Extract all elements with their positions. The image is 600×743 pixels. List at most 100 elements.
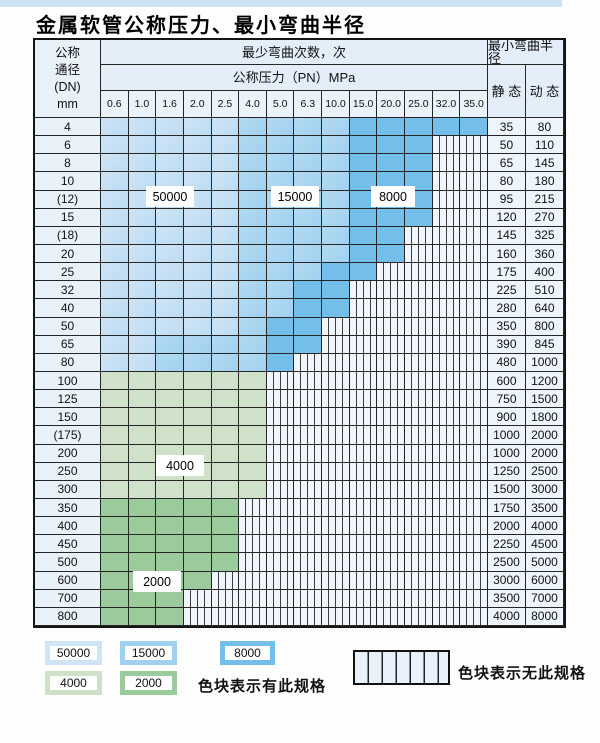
spec-cell [101, 408, 129, 427]
spec-cell [183, 498, 212, 518]
no-spec-cell [266, 371, 295, 391]
no-spec-cell [460, 281, 488, 300]
no-spec-cell [294, 426, 323, 445]
dynamic-radius-value: 4000 [525, 517, 564, 536]
dynamic-radius-value: 640 [525, 299, 564, 318]
spec-cell [405, 208, 433, 227]
dn-row-label: 25 [35, 263, 101, 282]
spec-cell [128, 263, 157, 282]
spec-cell [266, 226, 295, 245]
no-spec-cell [349, 281, 378, 300]
spec-cell [266, 136, 295, 155]
spec-cell [266, 317, 295, 336]
spec-cell [211, 244, 240, 264]
dynamic-radius-value: 845 [525, 335, 564, 354]
dn-row-label: 8 [35, 154, 101, 173]
spec-cell [183, 226, 212, 245]
page-title: 金属软管公称压力、最小弯曲半径 [36, 15, 366, 37]
dn-row-label: 6 [35, 136, 101, 155]
no-spec-cell [405, 607, 433, 626]
pressure-col-header-15.0: 15.0 [349, 91, 378, 118]
no-spec-cell [405, 244, 433, 264]
spec-cell [101, 208, 129, 227]
spec-cell [183, 426, 212, 445]
static-radius-value: 3500 [487, 589, 526, 608]
no-spec-cell [460, 480, 488, 499]
spec-cell [128, 317, 157, 336]
spec-cell [266, 299, 295, 318]
no-spec-cell [460, 390, 488, 409]
no-spec-cell [432, 480, 461, 499]
static-radius-value: 3000 [487, 571, 526, 590]
no-spec-cell [239, 571, 267, 590]
dn-header-line: 公称 [54, 45, 80, 60]
spec-cell [432, 118, 461, 137]
dynamic-radius-value: 7000 [525, 589, 564, 608]
spec-cell [183, 371, 212, 391]
spec-cell [156, 263, 184, 282]
no-spec-cell [349, 299, 378, 318]
no-spec-cell [349, 371, 378, 391]
no-spec-cell [377, 408, 406, 427]
no-spec-cell [432, 190, 461, 209]
dynamic-radius-value: 800 [525, 317, 564, 336]
spec-cell [156, 226, 184, 245]
spec-cell [128, 281, 157, 300]
spec-cell [211, 208, 240, 227]
spec-cell [377, 154, 406, 173]
dn-row-label: (175) [35, 426, 101, 445]
spec-cell [128, 553, 157, 572]
spec-cell [101, 118, 129, 137]
legend-no-spec-label: 色块表示无此规格 [458, 665, 587, 682]
pressure-col-header-2.5: 2.5 [211, 91, 240, 118]
no-spec-cell [460, 335, 488, 354]
static-radius-value: 160 [487, 244, 526, 264]
spec-cell [322, 281, 350, 300]
no-spec-cell [266, 571, 295, 590]
spec-cell [211, 444, 240, 463]
no-spec-cell [460, 498, 488, 518]
no-spec-cell [460, 226, 488, 245]
no-spec-cell [460, 553, 488, 572]
spec-cell [183, 335, 212, 354]
no-spec-cell [460, 136, 488, 155]
no-spec-cell [294, 390, 323, 409]
dn-row-label: 350 [35, 498, 101, 518]
spec-cell [266, 353, 295, 372]
spec-cell [183, 208, 212, 227]
no-spec-cell [405, 498, 433, 518]
spec-cell [128, 154, 157, 173]
no-spec-cell [460, 263, 488, 282]
spec-cell [101, 553, 129, 572]
spec-cell [101, 263, 129, 282]
no-spec-cell [405, 444, 433, 463]
no-spec-cell [266, 589, 295, 608]
no-spec-cell [377, 553, 406, 572]
legend-swatch-2000: 2000 [120, 671, 177, 695]
spec-cell [211, 426, 240, 445]
pressure-col-header-0.6: 0.6 [101, 91, 129, 118]
dn-row-label: 20 [35, 244, 101, 264]
no-spec-cell [322, 426, 350, 445]
no-spec-cell [432, 607, 461, 626]
static-radius-value: 1250 [487, 462, 526, 481]
no-spec-cell [349, 607, 378, 626]
cycle-zone-label-15000: 15000 [271, 186, 319, 207]
spec-cell [156, 426, 184, 445]
no-spec-cell [183, 607, 212, 626]
no-spec-cell [377, 317, 406, 336]
dn-row-label: 300 [35, 480, 101, 499]
no-spec-cell [322, 480, 350, 499]
spec-cell [101, 154, 129, 173]
static-radius-value: 1500 [487, 480, 526, 499]
spec-cell [211, 226, 240, 245]
spec-cell [156, 371, 184, 391]
no-spec-cell [432, 299, 461, 318]
spec-cell [101, 226, 129, 245]
no-spec-cell [294, 535, 323, 554]
no-spec-cell [239, 535, 267, 554]
dn-row-label: 10 [35, 172, 101, 191]
spec-cell [211, 118, 240, 137]
no-spec-cell [460, 190, 488, 209]
no-spec-cell [460, 426, 488, 445]
